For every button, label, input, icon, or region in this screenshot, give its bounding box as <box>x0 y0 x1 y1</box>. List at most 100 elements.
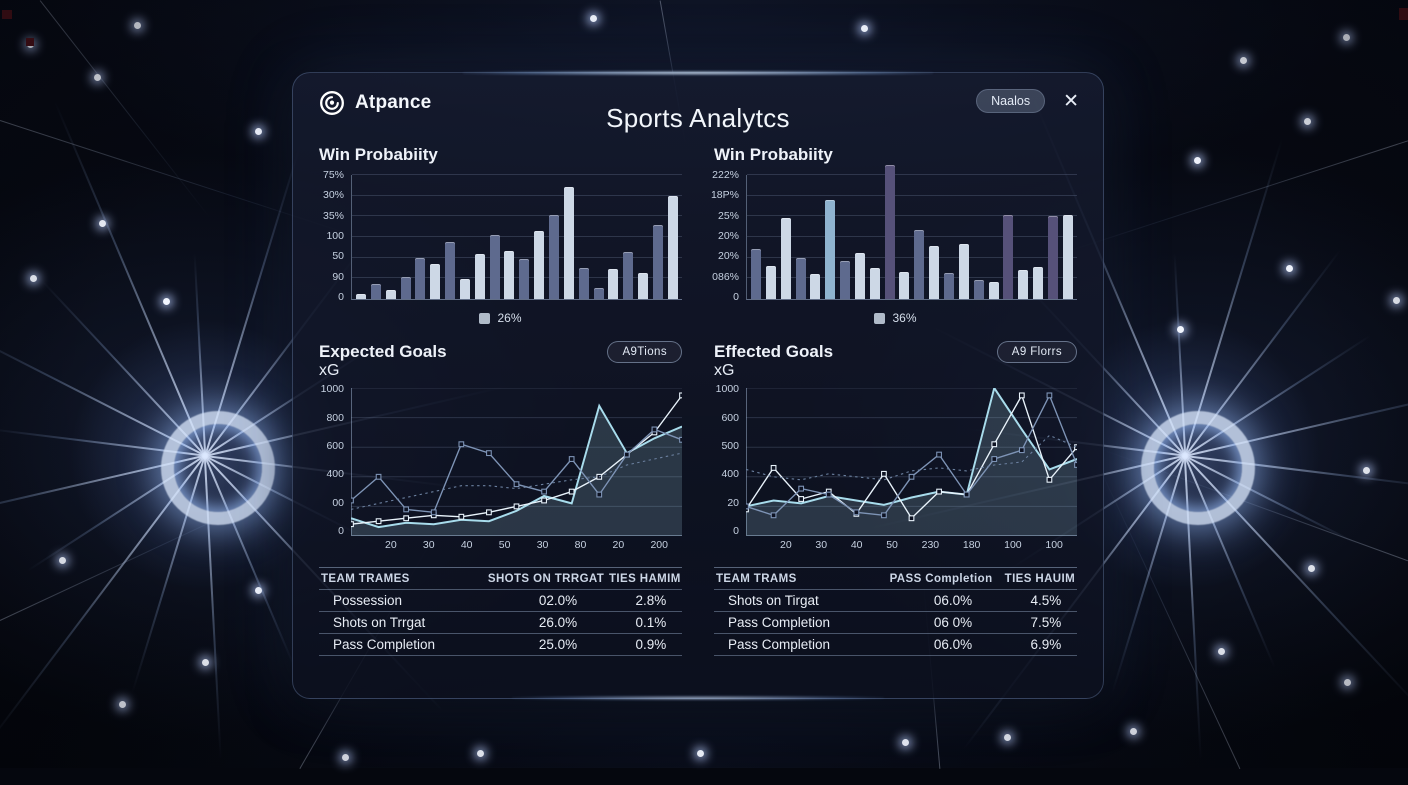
bar <box>884 165 895 299</box>
line-plot-column: 20 30 40 50 230 180 100 100 <box>746 388 1077 551</box>
y-tick-label: 00 <box>332 496 344 509</box>
network-node <box>119 701 126 708</box>
x-tick-label: 180 <box>962 539 981 552</box>
page-title: Sports Analytcs <box>606 103 790 133</box>
bar <box>504 250 515 299</box>
x-tick-label: 200 <box>650 539 668 552</box>
table-cell: Shots on Trrgat <box>333 615 426 631</box>
line-plot-svg <box>746 388 1077 537</box>
y-tick-label: 20% <box>717 229 739 242</box>
header-action-button[interactable]: Naalos <box>976 89 1046 113</box>
table-header-cell: TEAM TRAMS <box>716 572 797 585</box>
bar <box>765 265 776 299</box>
win-probability-title-left: Win Probabiity <box>319 145 438 164</box>
table-header-cell: SHOTS ON TRRGAT <box>487 572 605 585</box>
network-node <box>1194 157 1201 164</box>
table-cell: Shots on Tirgat <box>728 593 819 609</box>
table-cell: 0.1% <box>635 615 667 631</box>
table-cell: 02.0% <box>538 593 578 609</box>
window-header: Atpance Sports Analytcs Naalos ✕ <box>293 73 1103 137</box>
y-axis-labels: 222% 18P% 25% 20% 20% 086% 0 <box>711 170 746 303</box>
bar <box>638 272 649 299</box>
x-axis-labels: 20 30 40 50 30 80 20 200 <box>351 536 682 551</box>
bar <box>459 279 470 299</box>
light-streak <box>39 0 226 238</box>
table-row: Pass Completion 25.0% 0.9% <box>319 634 682 657</box>
bar <box>385 290 396 299</box>
table-cell: 06.0% <box>933 637 973 653</box>
win-probability-chart-right: 222% 18P% 25% 20% 20% 086% 0 <box>711 165 1077 302</box>
table-cell: 06.0% <box>933 593 973 609</box>
x-tick-label: 80 <box>574 539 587 552</box>
network-node <box>1218 648 1225 655</box>
y-tick-label: 400 <box>326 468 344 481</box>
network-node <box>99 220 106 227</box>
actions-button-right[interactable]: A9 Florrs <box>996 341 1077 363</box>
legend-swatch <box>479 312 491 324</box>
bar <box>534 230 545 299</box>
table-cell: Pass Completion <box>728 615 831 631</box>
table-header-row: TEAM TRAMS PASS Completion TIES HAUIM <box>714 568 1077 591</box>
bar <box>1018 270 1029 299</box>
bar <box>899 271 910 299</box>
expected-goals-header-left: Expected Goals xG A9Tions <box>319 341 682 380</box>
close-icon[interactable]: ✕ <box>1059 90 1083 113</box>
bar <box>563 187 574 299</box>
line-plot <box>746 388 1077 537</box>
expected-goals-title: Expected Goals <box>319 342 447 361</box>
line-plot-column: 20 30 40 50 30 80 20 200 <box>351 388 682 551</box>
table-header-row: TEAM TRAMES SHOTS ON TRRGAT TIES HAMIM <box>319 568 682 591</box>
y-tick-label: 0 <box>338 290 344 303</box>
network-node <box>255 128 262 135</box>
x-tick-label: 20 <box>780 539 792 552</box>
bar <box>400 276 411 299</box>
win-probability-title-right: Win Probabiity <box>714 145 833 164</box>
network-node <box>1393 297 1400 304</box>
table-cell: 25.0% <box>538 637 578 653</box>
table-row: Possession 02.0% 2.8% <box>319 590 682 613</box>
network-node <box>1308 565 1315 572</box>
right-column: Win Probabiity 222% 18P% 25% 20% 20% 086% 0 36… <box>711 137 1077 657</box>
y-tick-label: 0 <box>733 290 739 303</box>
network-node <box>1363 467 1370 474</box>
table-cell: 2.8% <box>635 593 667 609</box>
y-tick-label: 35% <box>322 209 344 222</box>
x-tick-label: 100 <box>1045 539 1063 552</box>
line-plot <box>351 388 682 537</box>
team-stats-table-left: TEAM TRAMES SHOTS ON TRRGAT TIES HAMIM Poss… <box>319 567 682 657</box>
bar <box>415 258 426 299</box>
y-tick-label: 086% <box>712 270 739 283</box>
table-row: Shots on Trrgat 26.0% 0.1% <box>319 612 682 635</box>
glow-ring <box>161 411 275 525</box>
bar <box>519 259 530 299</box>
bar <box>623 251 634 299</box>
x-tick-label: 50 <box>498 539 511 552</box>
network-node <box>134 22 141 29</box>
table-row: Shots on Tirgat 06.0% 4.5% <box>714 590 1077 613</box>
table-row: Pass Completion 06 0% 7.5% <box>714 612 1077 635</box>
bar <box>795 258 806 299</box>
y-axis-labels: 1000 800 600 400 00 0 <box>319 384 351 536</box>
bar <box>608 269 619 299</box>
bar-plot <box>746 165 1077 300</box>
network-node <box>1240 57 1247 64</box>
bar <box>578 268 589 299</box>
header-actions: Naalos ✕ <box>976 89 1083 113</box>
table-header-cell: TEAM TRAMES <box>321 572 410 585</box>
table-cell: Possession <box>333 593 403 609</box>
bar <box>751 249 761 299</box>
y-tick-label: 1000 <box>715 383 739 396</box>
bar-plot <box>351 174 682 300</box>
bar <box>973 280 984 299</box>
bar <box>1062 214 1073 299</box>
table-cell: 4.5% <box>1030 593 1062 609</box>
bar <box>943 272 954 299</box>
table-cell: 6.9% <box>1030 637 1062 653</box>
x-tick-label: 100 <box>1004 539 1022 552</box>
x-tick-label: 30 <box>422 539 435 552</box>
table-row: Pass Completion 06.0% 6.9% <box>714 634 1077 657</box>
network-node <box>590 15 597 22</box>
bar <box>593 287 604 299</box>
light-streak <box>1184 111 1292 457</box>
actions-button-left[interactable]: A9Tions <box>607 341 682 363</box>
